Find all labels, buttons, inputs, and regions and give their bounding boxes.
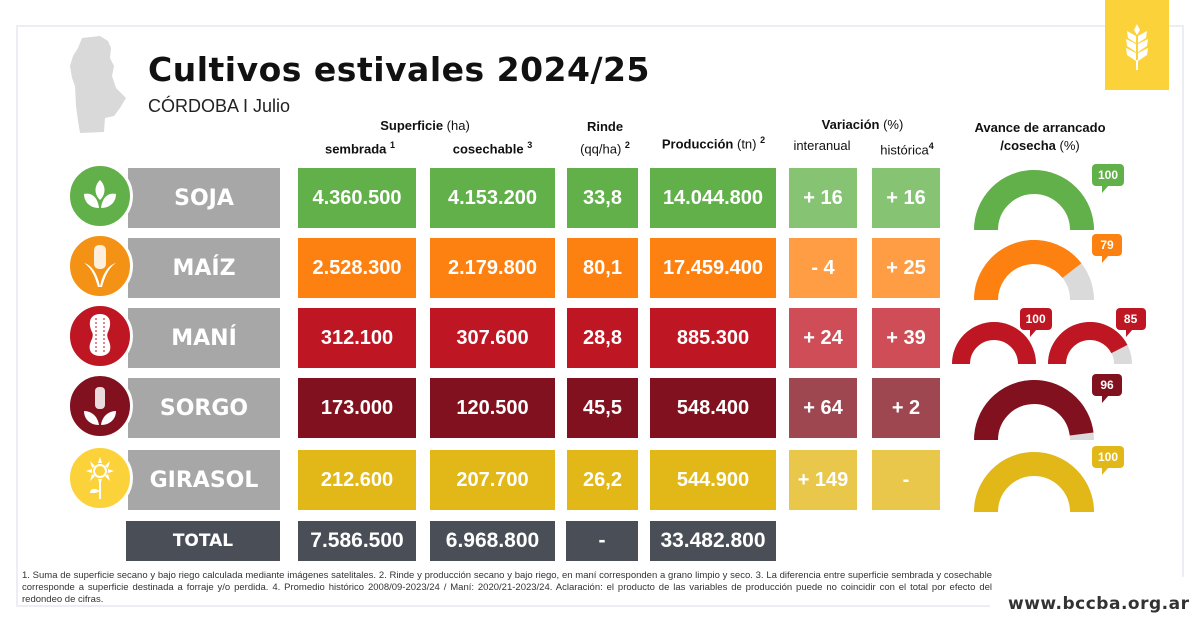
cell-produccion: 544.900 xyxy=(650,450,776,510)
gauge-fill xyxy=(974,170,1094,231)
progress-gauge xyxy=(952,322,1036,365)
progress-value-bubble: 79 xyxy=(1092,234,1122,263)
header-sembrada: sembrada 1 xyxy=(324,140,396,157)
progress-value-bubble: 100 xyxy=(1092,164,1125,193)
header-produccion: Producción (tn) 2 xyxy=(661,135,766,152)
progress-gauge xyxy=(974,380,1094,441)
cell-rinde: 33,8 xyxy=(567,168,638,228)
header-interanual: interanual xyxy=(793,138,851,153)
cell-cosechable: 307.600 xyxy=(430,308,555,368)
cell-historica: + 16 xyxy=(872,168,940,228)
cell-rinde: 26,2 xyxy=(567,450,638,510)
header-superficie: Superficie (ha) xyxy=(380,118,470,133)
crop-label-2: MANÍ xyxy=(128,308,280,368)
header-rinde: Rinde (qq/ha) 2 xyxy=(580,119,630,157)
corn-cob-icon xyxy=(67,233,133,299)
gauge-fill xyxy=(974,452,1094,513)
soybean-plant-icon xyxy=(67,163,133,229)
progress-value-bubble: 100 xyxy=(1092,446,1125,475)
cell-interanual: + 16 xyxy=(789,168,857,228)
cordoba-map-icon xyxy=(70,36,126,133)
wheat-icon xyxy=(1126,24,1148,70)
header-historica: histórica4 xyxy=(880,141,934,158)
cell-interanual: + 64 xyxy=(789,378,857,438)
cell-sembrada: 312.100 xyxy=(298,308,416,368)
gauge-fill xyxy=(974,380,1094,441)
progress-value-bubble: 100 xyxy=(1019,308,1052,337)
cell-produccion: 14.044.800 xyxy=(650,168,776,228)
crop-label-3: SORGO xyxy=(128,378,280,438)
sunflower-icon xyxy=(67,445,133,511)
page-subtitle: CÓRDOBA I Julio xyxy=(148,96,291,116)
progress-value-bubble: 85 xyxy=(1115,308,1146,337)
cell-interanual: + 149 xyxy=(789,450,857,510)
progress-gauge xyxy=(974,240,1094,301)
cell-rinde: 45,5 xyxy=(567,378,638,438)
crop-label-0: SOJA xyxy=(128,168,280,228)
cell-interanual: + 24 xyxy=(789,308,857,368)
header-variacion: Variación (%) xyxy=(821,117,904,132)
cell-produccion: 17.459.400 xyxy=(650,238,776,298)
gauge-fill xyxy=(952,322,1036,365)
brand-badge xyxy=(1105,0,1169,90)
gauge-fill xyxy=(974,240,1082,301)
footnote: 1. Suma de superficie secano y bajo rieg… xyxy=(22,570,992,605)
website-link[interactable]: www.bccba.org.ar xyxy=(1008,594,1190,614)
page-title: Cultivos estivales 2024/25 xyxy=(148,50,650,89)
cell-cosechable: 120.500 xyxy=(430,378,555,438)
total-cosechable: 6.968.800 xyxy=(430,521,555,561)
peanut-icon xyxy=(67,303,133,369)
cell-sembrada: 212.600 xyxy=(298,450,416,510)
cell-cosechable: 4.153.200 xyxy=(430,168,555,228)
cell-historica: + 39 xyxy=(872,308,940,368)
total-produccion: 33.482.800 xyxy=(650,521,776,561)
total-label: TOTAL xyxy=(126,521,280,561)
content-frame xyxy=(16,25,1184,607)
crop-label-1: MAÍZ xyxy=(128,238,280,298)
cell-rinde: 28,8 xyxy=(567,308,638,368)
cell-sembrada: 4.360.500 xyxy=(298,168,416,228)
cell-historica: + 2 xyxy=(872,378,940,438)
progress-gauge xyxy=(1048,322,1132,365)
cell-historica: - xyxy=(872,450,940,510)
progress-gauge xyxy=(974,170,1094,231)
cell-historica: + 25 xyxy=(872,238,940,298)
cell-produccion: 885.300 xyxy=(650,308,776,368)
gauge-fill xyxy=(1048,322,1128,365)
cell-produccion: 548.400 xyxy=(650,378,776,438)
cell-cosechable: 2.179.800 xyxy=(430,238,555,298)
crop-label-4: GIRASOL xyxy=(128,450,280,510)
cell-sembrada: 2.528.300 xyxy=(298,238,416,298)
cell-cosechable: 207.700 xyxy=(430,450,555,510)
progress-value-bubble: 96 xyxy=(1092,374,1122,403)
header-cosechable: cosechable 3 xyxy=(452,140,533,157)
total-sembrada: 7.586.500 xyxy=(298,521,416,561)
header-avance: Avance de arrancado/cosecha (%) xyxy=(974,120,1106,153)
progress-gauge xyxy=(974,452,1094,513)
cell-interanual: - 4 xyxy=(789,238,857,298)
cell-rinde: 80,1 xyxy=(567,238,638,298)
total-rinde: - xyxy=(566,521,638,561)
sorghum-plant-icon xyxy=(67,373,133,439)
cell-sembrada: 173.000 xyxy=(298,378,416,438)
